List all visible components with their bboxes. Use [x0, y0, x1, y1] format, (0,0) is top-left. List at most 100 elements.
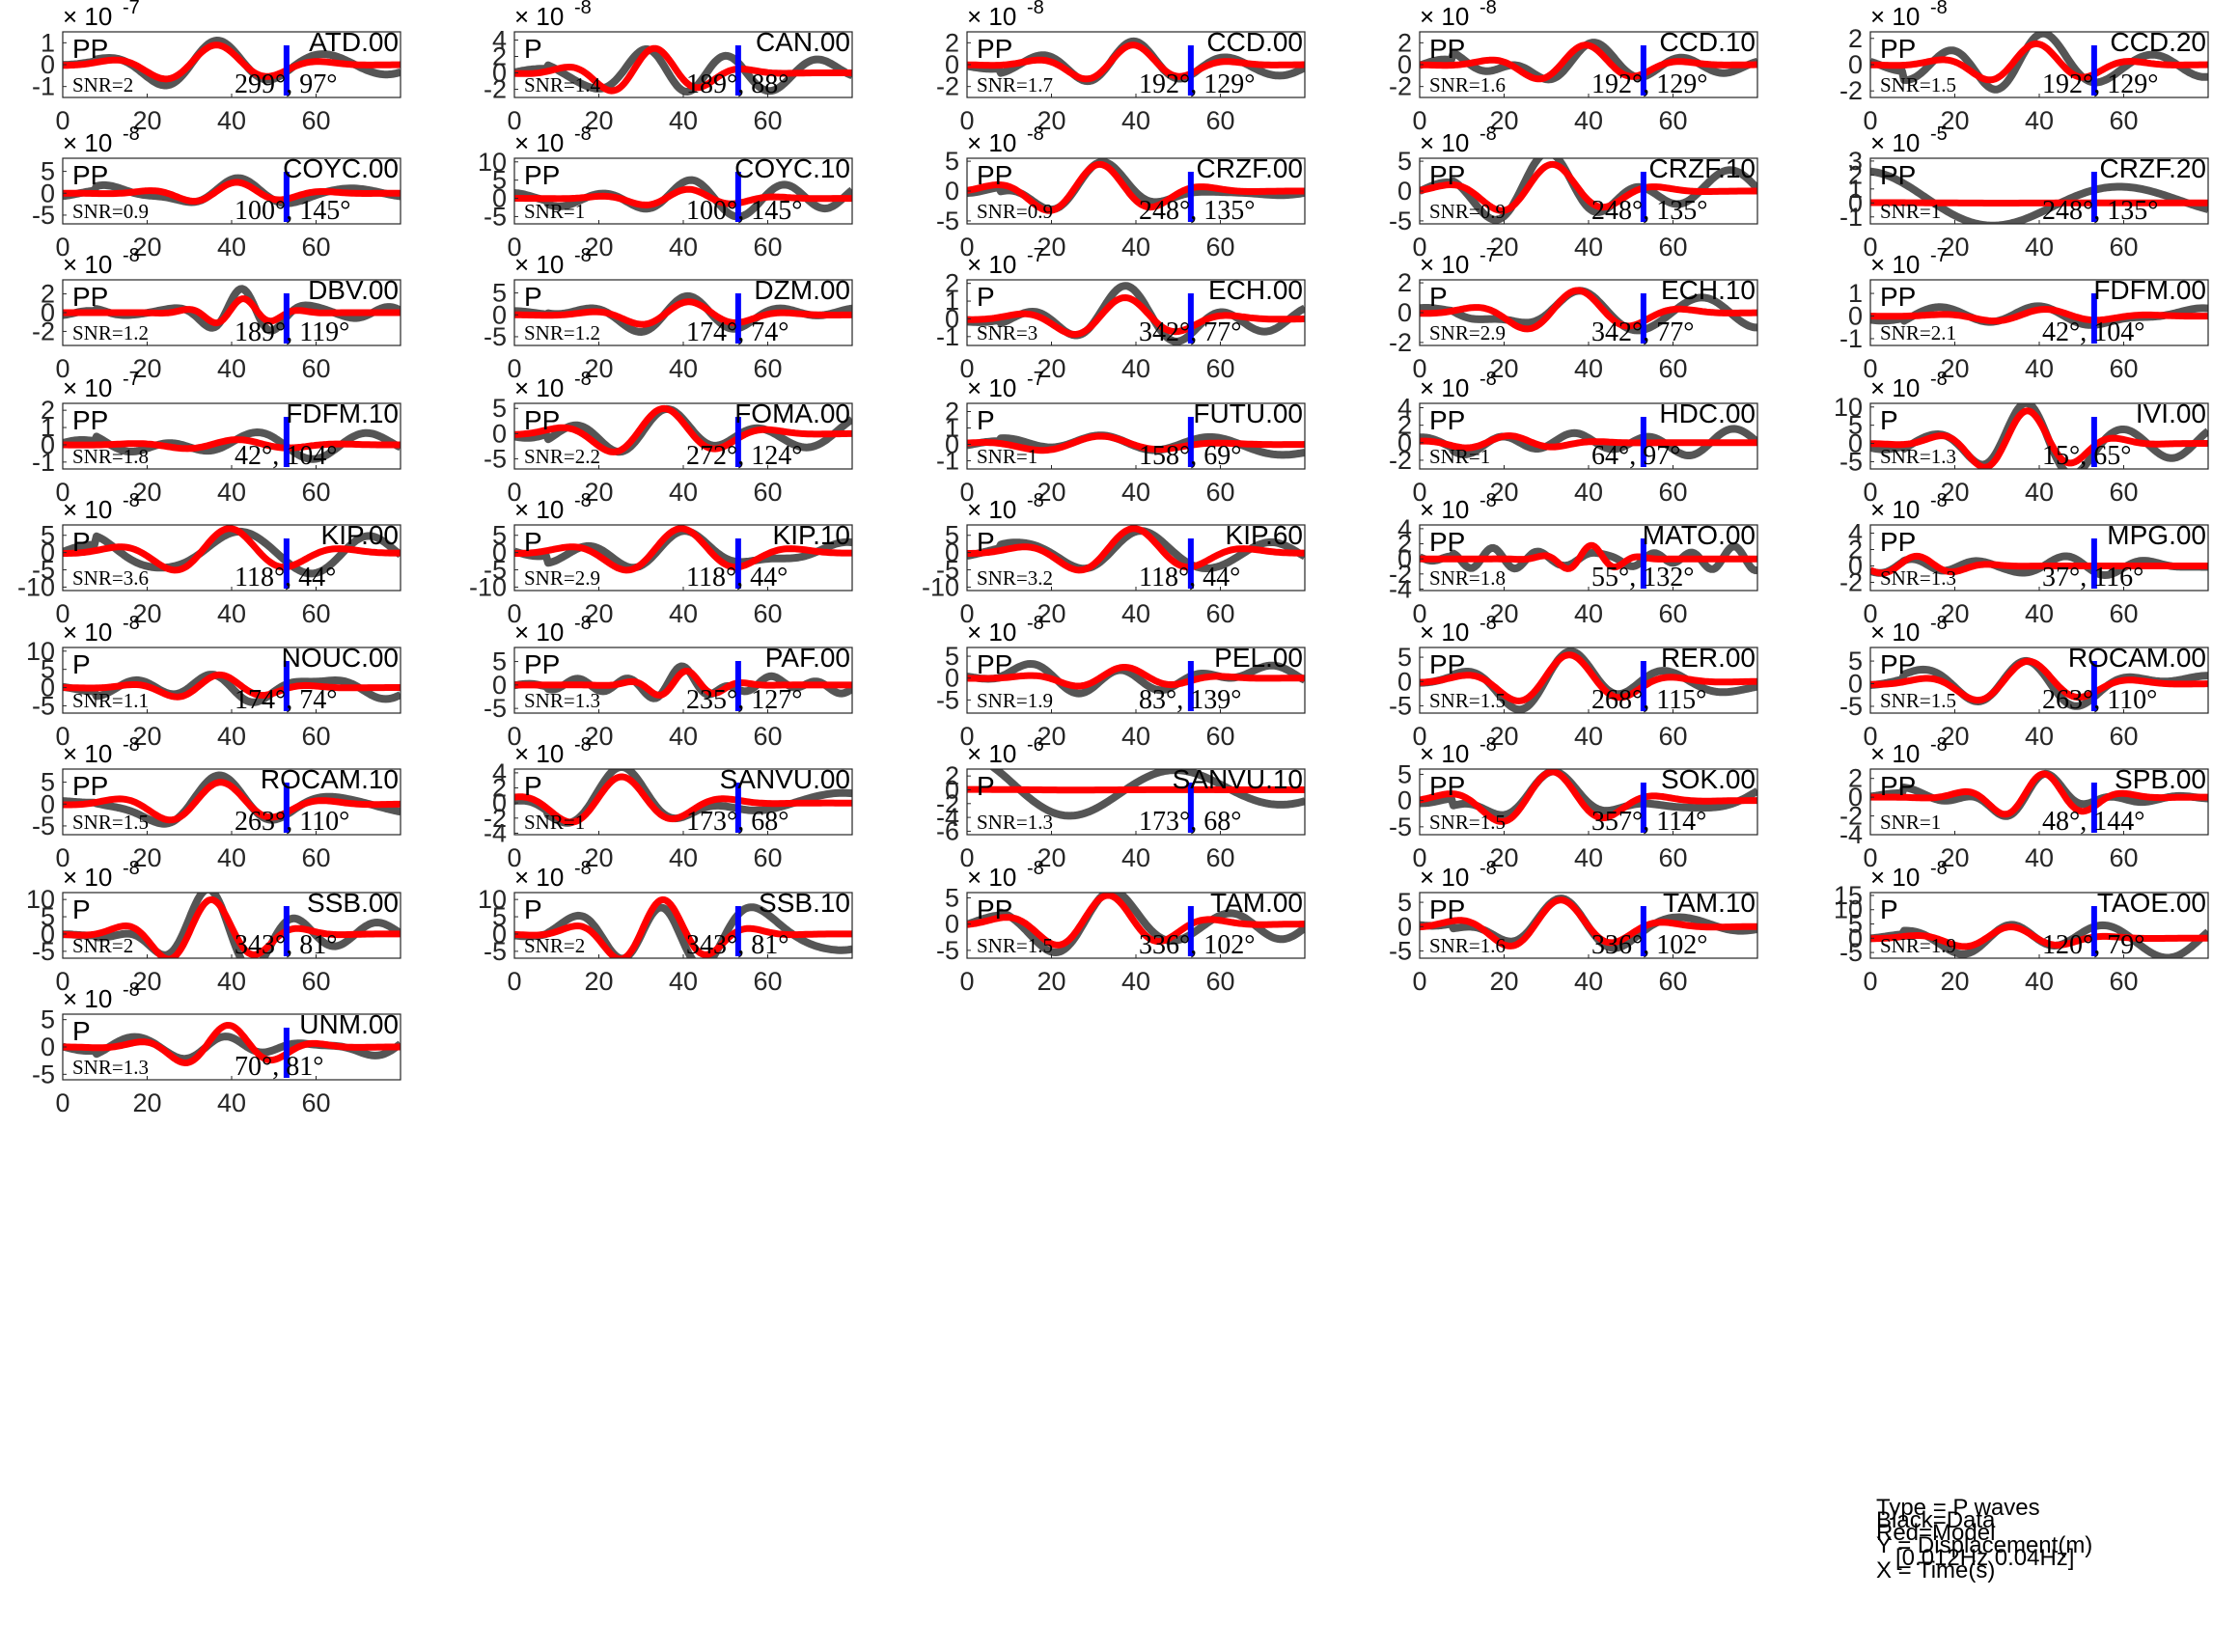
x-tick-label: 20: [584, 354, 613, 383]
y-tick-label: 0: [492, 184, 507, 213]
x-tick-label: 20: [132, 722, 161, 751]
y-tick-label: 0: [945, 775, 959, 804]
x-tick-label: 20: [132, 843, 161, 872]
y-tick-label: 2: [945, 269, 959, 298]
model-trace: [1870, 306, 2208, 325]
model-trace: [1870, 657, 2208, 704]
azimuth-label: 343°, 81°: [686, 930, 788, 960]
model-trace: [967, 41, 1305, 83]
y-tick-label: -5: [484, 445, 507, 474]
model-trace: [514, 404, 852, 455]
snr-label: SNR=3.6: [72, 566, 149, 590]
station-label: SPB.00: [2115, 764, 2206, 794]
phase-label: P: [524, 34, 542, 64]
x-tick-label: 0: [1863, 843, 1877, 872]
x-tick-label: 0: [959, 967, 974, 996]
x-tick-label: 60: [301, 599, 330, 628]
y-exponent-power: -6: [1027, 734, 1044, 756]
y-exponent: × 10: [63, 373, 112, 402]
phase-label: PP: [1880, 527, 1916, 557]
x-tick-label: 20: [132, 599, 161, 628]
model-trace: [63, 779, 401, 824]
y-tick-label: 0: [945, 538, 959, 567]
y-tick-label: -5: [484, 556, 507, 585]
station-label: CRZF.00: [1197, 153, 1303, 183]
x-tick-label: 60: [1205, 722, 1234, 751]
snr-label: SNR=1.3: [1880, 566, 1956, 590]
x-tick-label: 20: [1489, 478, 1518, 507]
y-exponent: × 10: [514, 2, 564, 31]
y-tick-label: 10: [1834, 895, 1863, 924]
station-label: CCD.00: [1206, 27, 1303, 57]
y-tick-label: 10: [478, 885, 507, 914]
x-tick-label: 20: [1037, 722, 1065, 751]
y-tick-label: -5: [1389, 936, 1412, 965]
y-exponent: × 10: [1420, 128, 1469, 157]
x-tick-label: 20: [1940, 478, 1969, 507]
y-tick-label: 10: [26, 637, 55, 666]
y-exponent-power: -8: [1480, 734, 1497, 756]
x-tick-label: 20: [584, 967, 613, 996]
y-tick-label: -5: [1389, 206, 1412, 235]
model-trace: [63, 671, 401, 701]
x-tick-label: 40: [669, 106, 698, 135]
trace-group: [967, 158, 1305, 214]
snr-label: SNR=1: [1429, 445, 1490, 468]
y-exponent: × 10: [514, 250, 564, 279]
y-tick-label: 2: [945, 28, 959, 57]
trace-group: [63, 771, 401, 828]
y-tick-label: -2: [32, 317, 55, 345]
y-tick-label: 5: [1848, 647, 1863, 675]
y-tick-label: 0: [492, 788, 507, 817]
station-label: ECH.00: [1208, 275, 1303, 305]
y-tick-label: 2: [1397, 28, 1412, 57]
x-tick-label: 40: [669, 843, 698, 872]
snr-label: SNR=2: [72, 73, 133, 96]
y-tick-label: 5: [41, 902, 55, 931]
y-tick-label: 1: [1848, 175, 1863, 204]
x-tick-label: 60: [1205, 967, 1234, 996]
phase-label: PP: [1429, 34, 1465, 64]
x-tick-label: 60: [1658, 478, 1687, 507]
snr-label: SNR=2: [72, 934, 133, 957]
phase-label: PP: [1880, 160, 1916, 190]
model-trace: [514, 773, 852, 826]
x-tick-label: 20: [132, 1088, 161, 1117]
x-tick-label: 60: [753, 354, 782, 383]
snr-label: SNR=0.9: [977, 200, 1053, 223]
model-trace: [1420, 896, 1757, 950]
y-exponent: × 10: [63, 618, 112, 647]
x-tick-label: 0: [507, 233, 521, 262]
azimuth-label: 118°, 44°: [686, 563, 788, 592]
y-exponent-power: -8: [574, 0, 592, 18]
x-tick-label: 40: [1574, 599, 1603, 628]
y-tick-label: -2: [936, 789, 959, 818]
y-tick-label: 1: [945, 287, 959, 316]
y-tick-label: -5: [1839, 938, 1863, 967]
snr-label: SNR=1.2: [524, 321, 600, 344]
station-label: UNM.00: [299, 1009, 399, 1039]
y-exponent-power: -8: [1930, 490, 1948, 511]
y-tick-label: -5: [32, 812, 55, 840]
x-tick-label: 0: [959, 106, 974, 135]
y-tick-label: 0: [492, 59, 507, 88]
x-tick-label: 40: [669, 233, 698, 262]
y-exponent-power: -8: [1027, 858, 1044, 879]
x-tick-label: 60: [753, 599, 782, 628]
phase-label: P: [977, 282, 995, 312]
snr-label: SNR=1.3: [977, 811, 1053, 834]
azimuth-label: 192°, 129°: [2042, 69, 2158, 99]
y-tick-label: 2: [492, 774, 507, 803]
x-tick-label: 0: [1412, 478, 1426, 507]
station-label: MATO.00: [1643, 520, 1756, 550]
y-exponent: × 10: [1420, 618, 1469, 647]
y-tick-label: -4: [1839, 820, 1863, 849]
x-tick-label: 60: [1658, 843, 1687, 872]
x-tick-label: 0: [55, 843, 69, 872]
y-exponent: × 10: [514, 495, 564, 524]
y-tick-label: 0: [1397, 912, 1412, 941]
y-exponent: × 10: [514, 128, 564, 157]
